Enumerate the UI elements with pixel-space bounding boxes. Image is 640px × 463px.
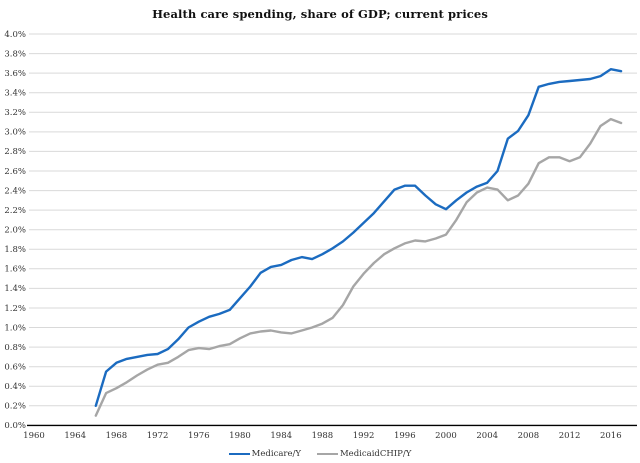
x-tick-label: 2000 (435, 431, 457, 441)
y-tick-label: 2.4% (4, 186, 26, 196)
y-tick-label: 3.0% (4, 128, 26, 138)
x-tick-label: 1964 (64, 431, 86, 441)
x-tick-label: 2016 (600, 431, 622, 441)
y-tick-label: 3.2% (4, 108, 26, 118)
x-tick-label: 2012 (559, 431, 581, 441)
legend-label-medicare: Medicare/Y (251, 449, 301, 459)
y-tick-label: 1.2% (4, 304, 26, 314)
y-tick-label: 0.6% (4, 363, 26, 373)
medicaidchip-line (94, 117, 623, 417)
y-tick-label: 4.0% (4, 30, 26, 40)
y-tick-label: 0.2% (4, 402, 26, 412)
legend: Medicare/Y MedicaidCHIP/Y (0, 449, 640, 459)
y-tick-label: 3.8% (4, 49, 26, 59)
y-tick-label: 0.0% (4, 421, 26, 431)
x-tick-label: 1992 (353, 431, 375, 441)
medicaidchip-line-swatch (316, 452, 338, 456)
legend-item-medicaidchip: MedicaidCHIP/Y (316, 449, 412, 459)
y-tick-label: 2.8% (4, 147, 26, 157)
y-tick-label: 0.8% (4, 343, 26, 353)
y-tick-label: 3.6% (4, 69, 26, 79)
chart-title: Health care spending, share of GDP; curr… (152, 7, 488, 21)
y-tick-label: 1.8% (4, 245, 26, 255)
y-tick-label: 2.2% (4, 206, 26, 216)
legend-item-medicare: Medicare/Y (228, 449, 301, 459)
x-tick-label: 1960 (23, 431, 45, 441)
x-tick-label: 1980 (229, 431, 251, 441)
x-tick-label: 2004 (476, 431, 498, 441)
y-tick-label: 0.4% (4, 382, 26, 392)
y-tick-label: 2.0% (4, 226, 26, 236)
y-tick-label: 3.4% (4, 89, 26, 99)
legend-label-medicaidchip: MedicaidCHIP/Y (339, 449, 412, 459)
medicare-line-swatch (228, 452, 250, 456)
medicare-line (94, 67, 623, 407)
y-tick-label: 1.0% (4, 323, 26, 333)
x-tick-label: 1988 (312, 431, 334, 441)
x-tick-label: 1968 (106, 431, 128, 441)
y-tick-label: 1.4% (4, 284, 26, 294)
x-tick-label: 2008 (518, 431, 540, 441)
y-tick-label: 1.6% (4, 265, 26, 275)
x-tick-label: 1984 (270, 431, 292, 441)
x-tick-label: 1976 (188, 431, 210, 441)
x-tick-label: 1972 (147, 431, 169, 441)
x-tick-label: 1996 (394, 431, 416, 441)
y-tick-label: 2.6% (4, 167, 26, 177)
